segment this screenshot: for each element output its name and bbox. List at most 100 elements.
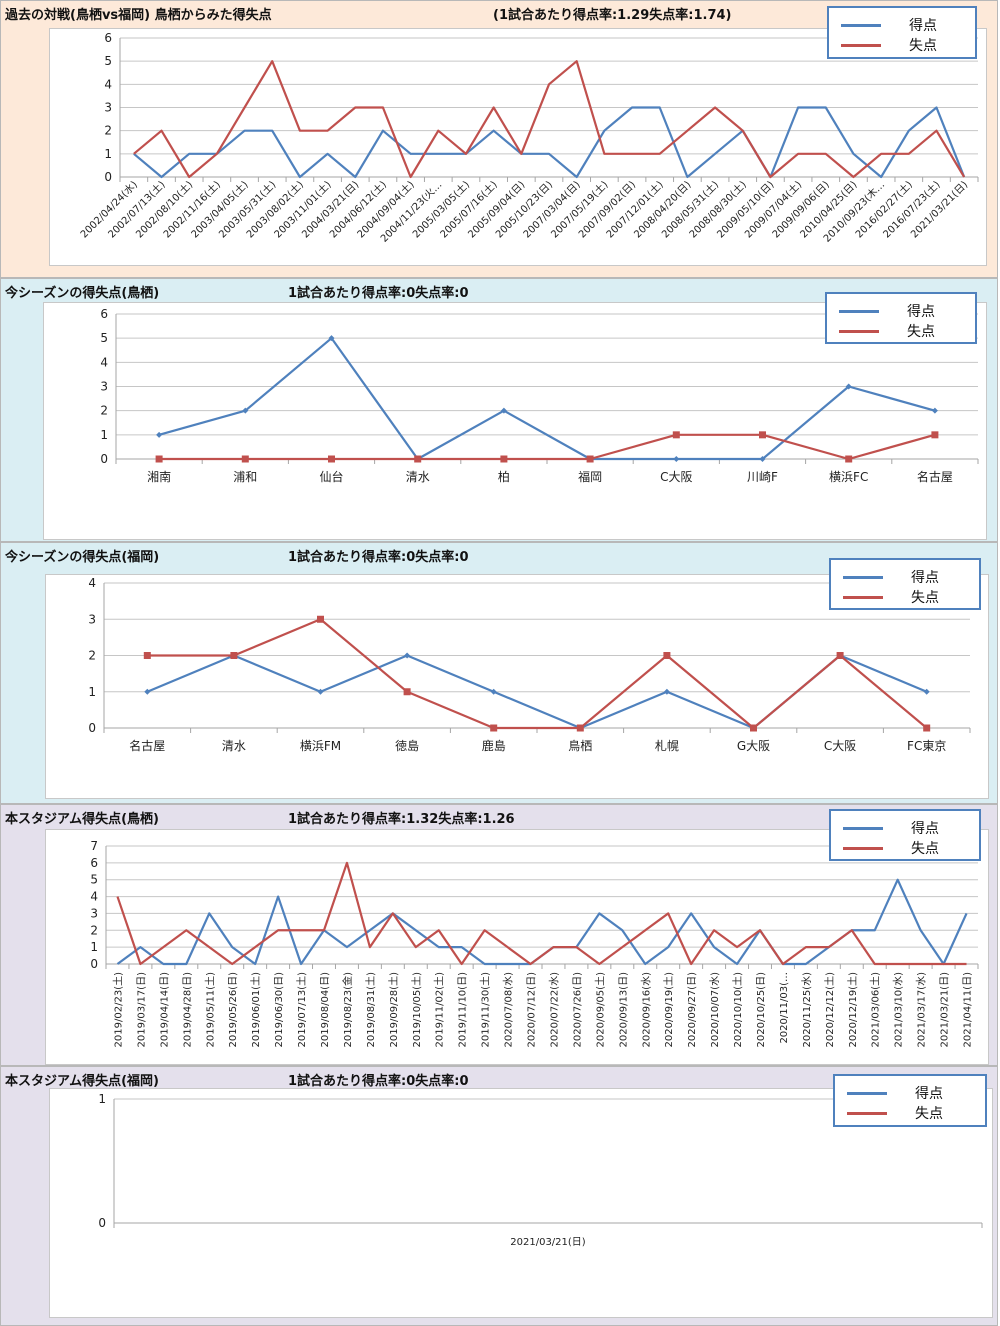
- legend-score-swatch: [841, 23, 881, 27]
- data-point-score: [673, 456, 680, 462]
- data-point-conceded: [759, 431, 766, 439]
- x-tick-label: 2020/09/19(土): [662, 972, 675, 1048]
- x-tick-label: 徳島: [395, 738, 419, 753]
- chart-legend: 得点 失点: [829, 558, 981, 610]
- section-tosu-stadium: 本スタジアム得失点(鳥栖) 1試合あたり得点率:1.32失点率:1.26 0 1 2…: [0, 804, 998, 1066]
- legend-item-score: 得点: [843, 568, 939, 586]
- legend-item-conceded: 失点: [843, 588, 939, 606]
- y-tick-label: 1: [100, 428, 108, 442]
- x-tick-label: 柏: [498, 469, 510, 484]
- legend-score-label: 得点: [911, 821, 939, 837]
- legend-item-score: 得点: [847, 1084, 943, 1102]
- x-tick-label: 2021/03/21(日): [940, 972, 951, 1048]
- data-point-score: [663, 688, 670, 695]
- x-tick-label: 2020/10/07(水): [709, 972, 721, 1048]
- chart-legend: 得点 失点: [825, 292, 977, 344]
- x-tick-label: 札幌: [655, 738, 679, 753]
- y-tick-label: 0: [90, 957, 98, 971]
- data-point-conceded: [414, 455, 422, 463]
- legend-score-label: 得点: [907, 304, 935, 320]
- legend-item-score: 得点: [839, 302, 935, 320]
- y-tick-label: 0: [104, 170, 112, 184]
- x-tick-label: 2020/09/13(日): [618, 972, 629, 1048]
- data-point-conceded: [317, 615, 324, 623]
- section-head-to-head: 過去の対戦(鳥栖vs福岡) 鳥栖からみた得失点 (1試合あたり得点率:1.29失…: [0, 0, 998, 278]
- x-tick-label: 2020/10/10(土): [731, 972, 744, 1048]
- y-tick-label: 2: [90, 923, 98, 937]
- data-point-conceded: [155, 455, 163, 463]
- chart-panel: 0 1 2 3 4 名古屋 清水 横浜FM 徳島 鹿島 鳥栖 札幌 G大阪 C大阪 FC東京: [45, 574, 989, 799]
- x-tick-label: 2020/11/25(水): [801, 972, 813, 1048]
- chart-svg-head-to-head: 01234562002/04/24(水)2002/07/13(土)2002/08…: [78, 31, 979, 245]
- y-tick-label: 6: [90, 856, 98, 870]
- chart-svg-tosu-stadium: 0 1 2 3 4 5 6 7 2019/02/23(土) 2019/03/17(日) 2019/0…: [90, 839, 979, 1048]
- series-line-conceded: [159, 433, 936, 461]
- y-tick-label: 3: [88, 612, 96, 626]
- data-point-conceded: [663, 652, 671, 659]
- section-rate: 1試合あたり得点率:0失点率:0: [288, 550, 469, 565]
- x-tick-label: 川崎F: [747, 470, 778, 484]
- y-tick-label: 6: [104, 31, 112, 45]
- x-tick-label: 名古屋: [917, 469, 953, 484]
- chart-legend: 得点 失点: [833, 1074, 987, 1127]
- x-tick-label: 2019/08/04(日): [320, 972, 331, 1048]
- x-tick-label: 2020/09/27(日): [687, 972, 698, 1048]
- legend-score-swatch: [847, 1091, 887, 1095]
- x-tick-label: 仙台: [319, 469, 343, 484]
- x-tick-label: 2019/11/10(日): [458, 972, 469, 1048]
- x-tick-label: 鹿島: [482, 738, 506, 753]
- legend-score-label: 得点: [915, 1086, 943, 1102]
- legend-item-score: 得点: [843, 819, 939, 837]
- y-tick-label: 3: [100, 380, 108, 394]
- x-tick-label: 2019/03/17(日): [136, 972, 147, 1048]
- y-tick-label: 2: [88, 649, 96, 663]
- data-point-conceded: [241, 455, 249, 463]
- legend-conceded-label: 失点: [911, 590, 939, 606]
- data-point-score: [317, 688, 324, 695]
- x-tick-label: 2019/06/30(日): [274, 972, 285, 1048]
- data-point-conceded: [836, 652, 844, 659]
- legend-conceded-swatch: [839, 329, 879, 333]
- data-point-conceded: [672, 431, 680, 439]
- x-tick-label: 鳥栖: [568, 738, 592, 753]
- legend-conceded-swatch: [841, 43, 881, 47]
- data-point-conceded: [403, 688, 411, 696]
- series-line-conceded: [116, 861, 967, 966]
- x-tick-label: 2019/08/31(土): [364, 972, 377, 1048]
- section-fukuoka-season: 今シーズンの得失点(福岡) 1試合あたり得点率:0失点率:0 0 1 2 3 4 名古屋 清…: [0, 542, 998, 804]
- data-point-conceded: [845, 455, 853, 463]
- legend-conceded-label: 失点: [915, 1106, 943, 1122]
- x-tick-label: 名古屋: [129, 738, 165, 753]
- x-tick-label: 2021/03/21(日): [510, 1237, 586, 1248]
- legend-conceded-label: 失点: [911, 841, 939, 857]
- data-point-score: [845, 383, 852, 390]
- x-tick-label: 浦和: [233, 470, 257, 484]
- data-point-score: [500, 407, 507, 414]
- legend-score-swatch: [843, 826, 883, 830]
- x-tick-label: 2019/07/13(土): [295, 972, 308, 1048]
- data-point-score: [759, 456, 766, 462]
- y-tick-label: 5: [90, 873, 98, 887]
- x-tick-label: C大阪: [824, 739, 856, 753]
- x-tick-label: 2019/10/05(土): [410, 972, 423, 1048]
- x-tick-label: 2020/09/05(土): [593, 972, 606, 1048]
- y-tick-label: 4: [104, 77, 112, 91]
- data-point-score: [242, 407, 249, 414]
- x-tick-label: 2019/11/30(土): [479, 972, 492, 1048]
- x-tick-label: G大阪: [737, 739, 770, 753]
- data-point-score: [923, 688, 930, 695]
- legend-item-conceded: 失点: [839, 322, 935, 340]
- x-tick-label: 2020/09/16(水): [640, 972, 652, 1048]
- y-tick-label: 3: [104, 101, 112, 115]
- x-tick-label: 2020/10/25(日): [756, 972, 767, 1048]
- x-tick-label: 2021/03/06(土): [869, 972, 882, 1048]
- x-tick-label: 2020/07/12(日): [527, 972, 538, 1048]
- x-tick-label: 横浜FM: [300, 739, 341, 753]
- series-line-conceded: [133, 60, 966, 179]
- chart-legend: 得点 失点: [829, 809, 981, 861]
- section-rate: 1試合あたり得点率:0失点率:0: [288, 1074, 469, 1089]
- legend-item-conceded: 失点: [847, 1104, 943, 1122]
- legend-conceded-swatch: [847, 1111, 887, 1115]
- y-tick-label: 7: [90, 839, 98, 853]
- x-tick-label: 2021/04/11(日): [963, 972, 974, 1048]
